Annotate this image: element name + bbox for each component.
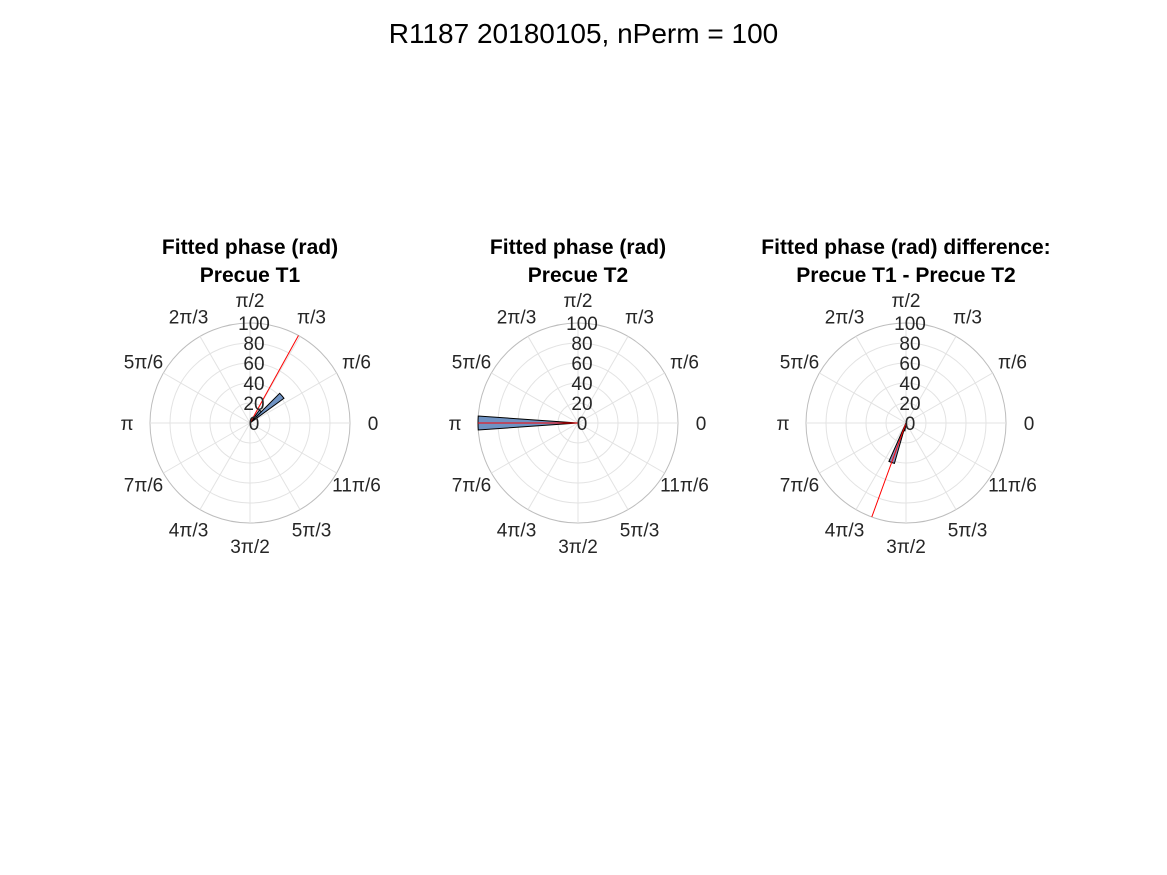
mean-direction-line bbox=[249, 335, 299, 424]
angle-tick-label: 11π/6 bbox=[332, 476, 381, 497]
polar-grid-spoke bbox=[855, 336, 907, 424]
radial-tick-label: 80 bbox=[899, 334, 920, 355]
angle-tick-label: 2π/3 bbox=[169, 307, 209, 328]
angle-tick-label: π/2 bbox=[236, 291, 265, 312]
angle-tick-label: 7π/6 bbox=[452, 476, 492, 497]
polar-title-line: Fitted phase (rad) difference: bbox=[761, 236, 1050, 259]
radial-tick-label: 20 bbox=[899, 394, 920, 415]
angle-tick-label: π/2 bbox=[564, 291, 593, 312]
angle-tick-label: 7π/6 bbox=[124, 476, 164, 497]
angle-tick-label: 5π/3 bbox=[292, 521, 332, 542]
polar-grid-spoke bbox=[527, 422, 579, 510]
angle-tick-label: 11π/6 bbox=[660, 476, 709, 497]
histogram-bar bbox=[249, 409, 263, 424]
polar-grid-spoke bbox=[577, 336, 629, 424]
angle-tick-label: 7π/6 bbox=[780, 476, 820, 497]
radial-tick-label: 0 bbox=[249, 414, 260, 435]
radial-tick-label: 80 bbox=[243, 334, 264, 355]
angle-tick-label: 4π/3 bbox=[825, 521, 865, 542]
histogram-bar bbox=[477, 415, 579, 424]
radial-tick-label: 60 bbox=[243, 354, 264, 375]
angle-tick-label: 5π/6 bbox=[124, 353, 164, 374]
radial-tick-label: 100 bbox=[238, 314, 270, 335]
radial-tick-label: 40 bbox=[243, 374, 264, 395]
polar-grid-spoke bbox=[819, 422, 907, 474]
polar-grid-spoke bbox=[905, 336, 957, 424]
angle-tick-label: 5π/6 bbox=[780, 353, 820, 374]
angle-tick-label: 2π/3 bbox=[825, 307, 865, 328]
angle-tick-label: π/3 bbox=[625, 307, 654, 328]
angle-tick-label: π/3 bbox=[297, 307, 326, 328]
angle-tick-label: 0 bbox=[368, 414, 379, 435]
polar-title-line: Precue T2 bbox=[528, 264, 628, 287]
radial-tick-label: 100 bbox=[566, 314, 598, 335]
mean-direction-line bbox=[871, 422, 907, 518]
angle-tick-label: 11π/6 bbox=[988, 476, 1037, 497]
angle-tick-label: 3π/2 bbox=[886, 537, 926, 558]
polar-grid-spoke bbox=[199, 422, 251, 510]
polar-grid-spoke bbox=[577, 422, 629, 510]
polar-grid-spoke bbox=[491, 372, 579, 424]
angle-tick-label: π/2 bbox=[892, 291, 921, 312]
polar-title-line: Precue T1 - Precue T2 bbox=[796, 264, 1015, 287]
radial-tick-label: 60 bbox=[571, 354, 592, 375]
radial-tick-label: 20 bbox=[243, 394, 264, 415]
histogram-bar bbox=[477, 422, 579, 431]
radial-tick-label: 60 bbox=[899, 354, 920, 375]
angle-tick-label: 5π/3 bbox=[948, 521, 988, 542]
angle-tick-label: π/6 bbox=[998, 353, 1027, 374]
polar-grid-spoke bbox=[249, 422, 301, 510]
polar-grid-spoke bbox=[855, 422, 907, 510]
polar-axes-2: Fitted phase (rad)Precue T20204060801000… bbox=[448, 236, 708, 558]
polar-grid-spoke bbox=[905, 372, 993, 424]
polar-grid-spoke bbox=[905, 422, 993, 474]
polar-axes-1: Fitted phase (rad)Precue T10204060801000… bbox=[120, 236, 380, 558]
polar-grid-spoke bbox=[249, 422, 337, 474]
angle-tick-label: π bbox=[776, 414, 789, 435]
angle-tick-label: π/6 bbox=[342, 353, 371, 374]
polar-grid-spoke bbox=[491, 422, 579, 474]
angle-tick-label: 5π/6 bbox=[452, 353, 492, 374]
radial-tick-label: 0 bbox=[577, 414, 588, 435]
angle-tick-label: 0 bbox=[1024, 414, 1035, 435]
polar-grid-spoke bbox=[577, 372, 665, 424]
polar-title-line: Precue T1 bbox=[200, 264, 301, 287]
radial-tick-label: 80 bbox=[571, 334, 592, 355]
angle-tick-label: 4π/3 bbox=[497, 521, 537, 542]
angle-tick-label: 3π/2 bbox=[230, 537, 270, 558]
polar-grid-spoke bbox=[163, 422, 251, 474]
radial-tick-label: 0 bbox=[905, 414, 916, 435]
radial-tick-label: 20 bbox=[571, 394, 592, 415]
angle-tick-label: π bbox=[448, 414, 461, 435]
angle-tick-label: 4π/3 bbox=[169, 521, 209, 542]
polar-grid-spoke bbox=[819, 372, 907, 424]
polar-title-line: Fitted phase (rad) bbox=[490, 236, 666, 259]
angle-tick-label: π/6 bbox=[670, 353, 699, 374]
angle-tick-label: 3π/2 bbox=[558, 537, 598, 558]
polar-grid-spoke bbox=[577, 422, 665, 474]
polar-title-line: Fitted phase (rad) bbox=[162, 236, 338, 259]
polar-grid-spoke bbox=[249, 372, 337, 424]
angle-tick-label: π bbox=[120, 414, 133, 435]
polar-grid-spoke bbox=[905, 422, 957, 510]
polar-grid-spoke bbox=[199, 336, 251, 424]
polar-axes-3: Fitted phase (rad) difference: Precue T1 … bbox=[761, 236, 1050, 558]
radial-tick-label: 40 bbox=[899, 374, 920, 395]
angle-tick-label: π/3 bbox=[953, 307, 982, 328]
angle-tick-label: 0 bbox=[696, 414, 707, 435]
radial-tick-label: 100 bbox=[894, 314, 926, 335]
angle-tick-label: 5π/3 bbox=[620, 521, 660, 542]
polar-grid-spoke bbox=[527, 336, 579, 424]
histogram-bar bbox=[249, 392, 285, 424]
polar-grid-spoke bbox=[163, 372, 251, 424]
angle-tick-label: 2π/3 bbox=[497, 307, 537, 328]
figure-title: R1187 20180105, nPerm = 100 bbox=[388, 18, 779, 49]
radial-tick-label: 40 bbox=[571, 374, 592, 395]
